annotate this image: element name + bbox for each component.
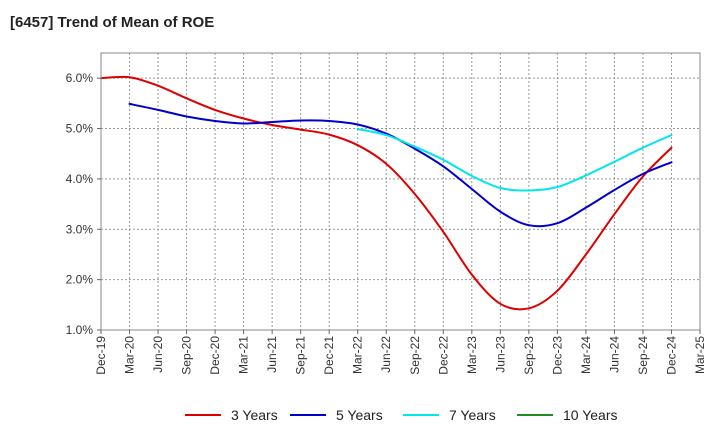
legend-label-3-years: 3 Years: [231, 407, 278, 423]
legend-label-5-years: 5 Years: [336, 407, 383, 423]
x-tick-label: Jun-22: [379, 336, 393, 373]
x-axis: Dec-19 Mar-20 Jun-20 Sep-20 Dec-20 Mar-21 Jun-…: [94, 330, 707, 375]
y-tick-label: 1.0%: [66, 323, 94, 337]
x-tick-label: Dec-22: [436, 336, 450, 375]
legend-label-7-years: 7 Years: [449, 407, 496, 423]
chart-title: [6457] Trend of Mean of ROE: [10, 14, 215, 31]
x-tick-label: Sep-21: [294, 336, 308, 375]
x-tick-label: Sep-24: [636, 336, 650, 375]
x-tick-label: Mar-20: [123, 336, 137, 374]
x-tick-label: Dec-24: [664, 336, 678, 375]
legend-item-7-years: 7 Years: [403, 405, 496, 425]
y-tick-label: 5.0%: [66, 122, 94, 136]
legend-label-10-years: 10 Years: [563, 407, 618, 423]
plot-frame: [100, 52, 701, 331]
x-tick-label: Mar-24: [579, 336, 593, 374]
x-tick-label: Mar-23: [465, 336, 479, 374]
plot-background: [101, 53, 700, 330]
y-tick-label: 2.0%: [66, 273, 94, 287]
x-tick-label: Sep-20: [180, 336, 194, 375]
series-line-7-years: [356, 128, 673, 192]
legend: 3 Years 5 Years 7 Years 10 Years: [0, 405, 720, 425]
legend-swatch-5-years: [290, 414, 326, 416]
legend-item-3-years: 3 Years: [185, 405, 278, 425]
x-tick-label: Mar-21: [237, 336, 251, 374]
x-tick-label: Mar-25: [693, 336, 707, 374]
x-tick-label: Sep-22: [408, 336, 422, 375]
legend-item-5-years: 5 Years: [290, 405, 383, 425]
y-tick-label: 4.0%: [66, 172, 94, 186]
series-layer: [100, 75, 673, 311]
x-tick-label: Jun-21: [265, 336, 279, 373]
y-tick-label: 6.0%: [66, 71, 94, 85]
x-tick-label: Dec-23: [550, 336, 564, 375]
legend-swatch-10-years: [517, 414, 553, 416]
x-tick-label: Jun-24: [607, 336, 621, 373]
x-tick-label: Dec-20: [208, 336, 222, 375]
y-axis: 1.0% 2.0% 3.0% 4.0% 5.0% 6.0%: [66, 71, 101, 337]
x-tick-label: Jun-20: [151, 336, 165, 373]
x-tick-label: Dec-19: [94, 336, 108, 375]
x-tick-label: Sep-23: [522, 336, 536, 375]
x-tick-label: Dec-21: [322, 336, 336, 375]
legend-swatch-7-years: [403, 414, 439, 416]
legend-swatch-3-years: [185, 414, 221, 416]
series-line-3-years: [100, 75, 673, 311]
x-tick-label: Jun-23: [493, 336, 507, 373]
y-tick-label: 3.0%: [66, 222, 94, 236]
legend-item-10-years: 10 Years: [517, 405, 618, 425]
x-tick-label: Mar-22: [351, 336, 365, 374]
